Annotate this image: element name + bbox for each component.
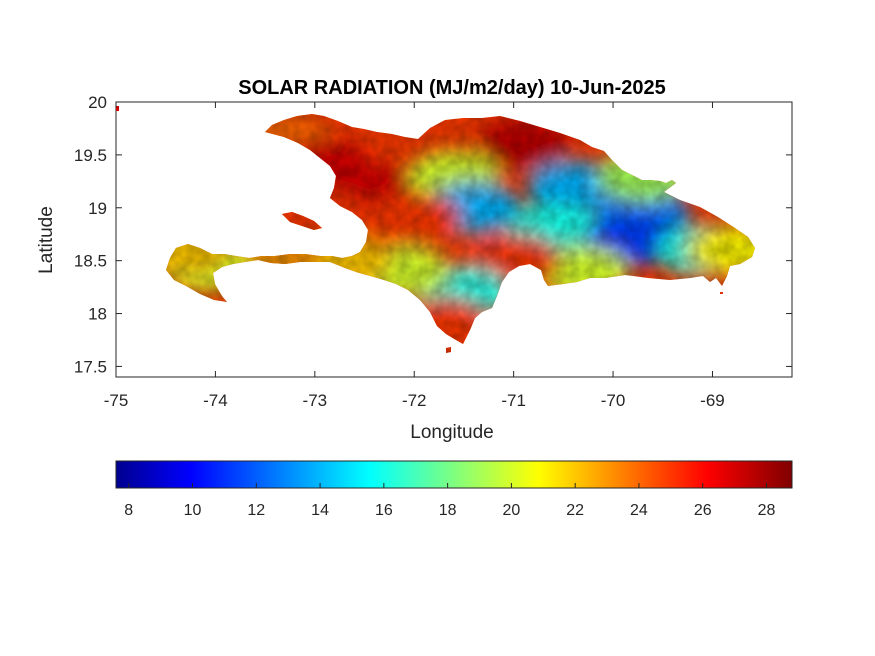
colorbar-tick-label: 10 [184,502,202,519]
colorbar-tick-label: 24 [630,502,648,519]
colorbar-tick-label: 12 [247,502,265,519]
colorbar-tick-label: 18 [439,502,457,519]
x-axis-label: Longitude [410,422,493,443]
colorbar [115,460,793,489]
edge-speck [720,292,723,294]
x-tick-label: -75 [104,391,129,410]
colorbar-tick-label: 20 [502,502,520,519]
y-tick-label: 19 [88,199,107,218]
y-tick-label: 19.5 [74,146,107,165]
colorbar-ticks: 8 10 12 14 16 18 20 22 24 26 28 [124,483,775,519]
x-tick-label: -74 [203,391,228,410]
y-axis-ticks: 17.5 18 18.5 19 19.5 20 [74,93,792,376]
chart-title: SOLAR RADIATION (MJ/m2/day) 10-Jun-2025 [238,77,666,99]
colorbar-tick-label: 22 [566,502,584,519]
x-tick-label: -70 [601,391,626,410]
colorbar-tick-label: 14 [311,502,329,519]
y-tick-label: 18 [88,305,107,324]
colorbar-tick-label: 16 [375,502,393,519]
x-tick-label: -69 [700,391,725,410]
x-tick-label: -72 [402,391,427,410]
colorbar-tick-label: 28 [758,502,776,519]
y-tick-label: 20 [88,93,107,112]
colorbar-tick-label: 8 [124,502,133,519]
y-tick-label: 18.5 [74,252,107,271]
x-axis-ticks: -75 -74 -73 -72 -71 -70 -69 [104,102,725,410]
y-tick-label: 17.5 [74,357,107,376]
colorbar-tick-label: 26 [694,502,712,519]
y-axis-label: Latitude [36,206,57,274]
edge-speck [116,106,119,111]
x-tick-label: -73 [303,391,328,410]
x-tick-label: -71 [501,391,526,410]
